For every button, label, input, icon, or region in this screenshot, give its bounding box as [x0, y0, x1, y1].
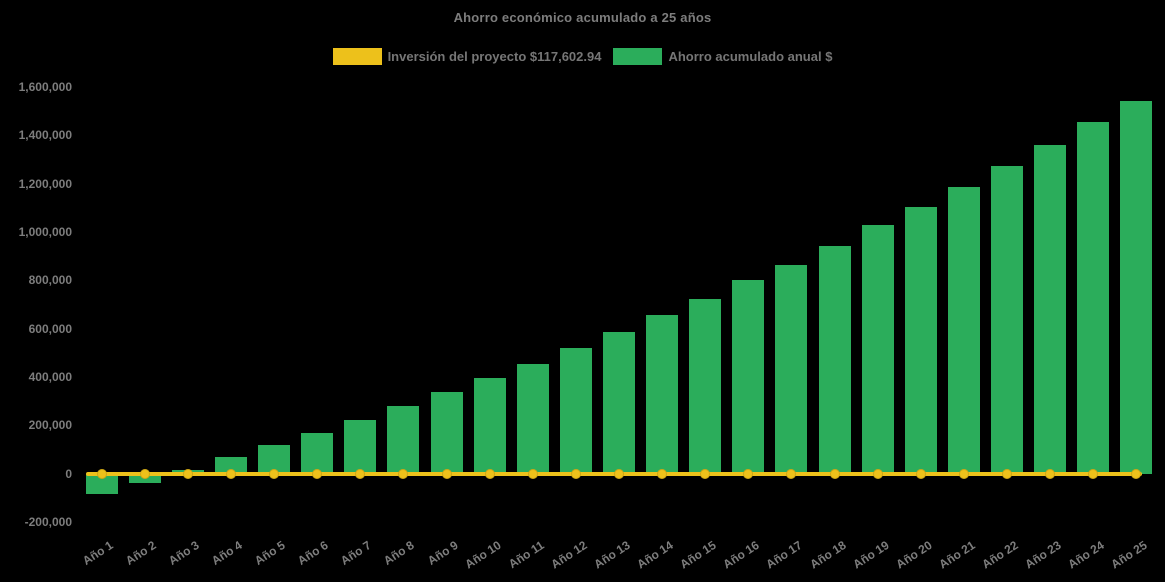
- investment-line-marker-icon: [829, 468, 840, 479]
- investment-line-marker-icon: [872, 468, 883, 479]
- investment-line-marker-icon: [484, 468, 495, 479]
- legend-label-savings: Ahorro acumulado anual $: [668, 49, 833, 64]
- investment-line-marker-icon: [614, 468, 624, 479]
- y-axis-tick-label: -200,000: [24, 515, 72, 529]
- bar-20: [904, 206, 937, 474]
- investment-line-marker-icon: [1002, 468, 1013, 479]
- investment-line-marker-icon: [915, 468, 926, 479]
- bar-1: [85, 473, 118, 494]
- bar-12: [559, 348, 592, 474]
- bar-19: [861, 224, 894, 474]
- y-axis-tick-label: 1,000,000: [18, 225, 72, 239]
- investment-line-marker-icon: [225, 468, 236, 479]
- bar-10: [473, 377, 506, 474]
- bar-7: [344, 420, 377, 474]
- investment-line-marker-icon: [398, 468, 409, 479]
- bar-21: [947, 186, 980, 474]
- y-axis-tick-label: 1,400,000: [18, 128, 72, 143]
- legend-swatch-investment-icon: [332, 48, 382, 65]
- bar-11: [516, 363, 549, 474]
- investment-line-marker-icon: [958, 468, 969, 479]
- investment-line-marker-icon: [1131, 468, 1142, 479]
- bar-17: [775, 264, 808, 474]
- investment-line-marker-icon: [139, 468, 150, 479]
- legend-label-investment: Inversión del proyecto $117,602.94: [387, 49, 602, 64]
- y-axis-tick-label: 400,000: [28, 370, 72, 384]
- investment-line-marker-icon: [1088, 468, 1099, 479]
- bar-4: [214, 457, 247, 474]
- bar-6: [301, 432, 334, 474]
- investment-line-marker-icon: [312, 468, 323, 479]
- bar-15: [689, 298, 722, 474]
- investment-line-marker-icon: [1045, 468, 1056, 479]
- bar-23: [1034, 145, 1067, 474]
- investment-line-marker-icon: [269, 468, 280, 479]
- investment-line-marker-icon: [786, 468, 797, 479]
- y-axis-tick-label: 600,000: [28, 321, 72, 336]
- bar-22: [991, 165, 1024, 474]
- y-axis-tick-label: 800,000: [28, 273, 72, 288]
- bar-24: [1077, 122, 1110, 474]
- bar-16: [732, 280, 765, 474]
- y-axis-tick-label: 200,000: [28, 418, 72, 433]
- bar-8: [387, 406, 420, 474]
- investment-line-marker-icon: [570, 468, 581, 479]
- investment-line-marker-icon: [96, 468, 107, 479]
- y-axis-tick-label: 1,200,000: [18, 176, 72, 191]
- legend-item-savings: Ahorro acumulado anual $: [613, 48, 832, 65]
- investment-line-marker-icon: [657, 468, 668, 479]
- bar-9: [430, 392, 463, 474]
- investment-line-marker-icon: [441, 468, 452, 479]
- investment-line-marker-icon: [743, 468, 754, 479]
- bar-18: [818, 245, 851, 474]
- legend-item-investment: Inversión del proyecto $117,602.94: [332, 48, 602, 65]
- bar-25: [1120, 100, 1153, 474]
- legend-swatch-savings-icon: [613, 48, 663, 65]
- investment-line-marker-icon: [355, 468, 366, 479]
- investment-line-marker-icon: [700, 468, 711, 479]
- y-axis-tick-label: 1,600,000: [18, 80, 72, 94]
- bar-13: [603, 331, 635, 474]
- chart-title: Ahorro económico acumulado a 25 años: [453, 10, 712, 25]
- investment-line-marker-icon: [527, 468, 538, 479]
- y-axis-tick-label: 0: [65, 466, 72, 481]
- bar-14: [646, 314, 679, 474]
- investment-line: [85, 471, 1142, 476]
- investment-line-marker-icon: [182, 468, 193, 479]
- legend: Inversión del proyecto $117,602.94 Ahorr…: [0, 48, 1165, 65]
